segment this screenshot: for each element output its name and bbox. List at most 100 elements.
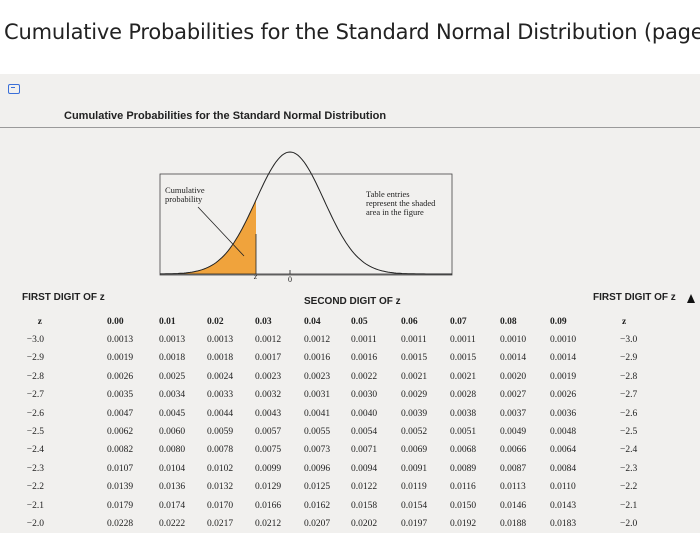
table-cell: 0.0174 bbox=[159, 500, 186, 511]
table-cell: 0.0202 bbox=[351, 519, 378, 529]
table-cell: 0.0023 bbox=[255, 371, 282, 382]
table-cell: 0.0158 bbox=[351, 500, 378, 511]
document-header: Cumulative Probabilities for the Standar… bbox=[64, 110, 387, 122]
table-cell: 0.0045 bbox=[159, 408, 186, 419]
row-z-right: −2.0 bbox=[620, 519, 638, 529]
table-cell: 0.0017 bbox=[255, 353, 282, 364]
table-cell: 0.0228 bbox=[107, 519, 134, 529]
column-header: 0.04 bbox=[304, 317, 321, 327]
table-cell: 0.0048 bbox=[550, 427, 577, 437]
table-cell: 0.0183 bbox=[550, 519, 577, 529]
table-cell: 0.0040 bbox=[351, 408, 378, 419]
table-cell: 0.0154 bbox=[401, 500, 428, 511]
column-header: 0.03 bbox=[255, 317, 272, 327]
table-cell: 0.0018 bbox=[207, 353, 234, 364]
row-z-left: −3.0 bbox=[26, 335, 44, 345]
table-cell: 0.0052 bbox=[401, 427, 428, 437]
table-cell: 0.0166 bbox=[255, 500, 282, 511]
table-cell: 0.0082 bbox=[107, 445, 134, 456]
table-cell: 0.0096 bbox=[304, 463, 331, 474]
page-title: Cumulative Probabilities for the Standar… bbox=[4, 20, 700, 44]
row-z-right: −2.7 bbox=[620, 390, 638, 401]
table-cell: 0.0162 bbox=[304, 500, 331, 511]
table-cell: 0.0020 bbox=[500, 371, 527, 382]
column-header: 0.00 bbox=[107, 317, 124, 327]
table-cell: 0.0080 bbox=[159, 445, 186, 456]
table-cell: 0.0059 bbox=[207, 427, 234, 437]
table-cell: 0.0091 bbox=[401, 463, 428, 474]
cumulative-label-line: Cumulative probability bbox=[165, 185, 205, 204]
table-cell: 0.0073 bbox=[304, 445, 331, 456]
row-z-left: −2.5 bbox=[26, 427, 44, 437]
row-z-right: −2.8 bbox=[620, 371, 638, 382]
normal-curve-figure bbox=[159, 151, 453, 276]
column-header: 0.06 bbox=[401, 317, 418, 327]
document-page: Cumulative Probabilities for the Standar… bbox=[0, 74, 700, 533]
table-cell: 0.0021 bbox=[401, 371, 428, 382]
table-cell: 0.0015 bbox=[401, 353, 428, 364]
row-z-left: −2.0 bbox=[26, 519, 44, 529]
table-cell: 0.0016 bbox=[351, 353, 378, 364]
table-cell: 0.0143 bbox=[550, 500, 577, 511]
table-cell: 0.0069 bbox=[401, 445, 428, 456]
table-cell: 0.0034 bbox=[159, 390, 186, 401]
row-z-right: −2.3 bbox=[620, 463, 638, 474]
table-cell: 0.0094 bbox=[351, 463, 378, 474]
table-cell: 0.0150 bbox=[450, 500, 477, 511]
table-cell: 0.0192 bbox=[450, 519, 477, 529]
table-cell: 0.0170 bbox=[207, 500, 234, 511]
table-cell: 0.0049 bbox=[500, 427, 527, 437]
table-cell: 0.0122 bbox=[351, 482, 378, 493]
table-cell: 0.0197 bbox=[401, 519, 428, 529]
table-cell: 0.0029 bbox=[401, 390, 428, 401]
table-cell: 0.0062 bbox=[107, 427, 134, 437]
table-cell: 0.0113 bbox=[500, 482, 526, 493]
row-z-left: −2.4 bbox=[26, 445, 44, 456]
table-cell: 0.0027 bbox=[500, 390, 527, 401]
table-cell: 0.0035 bbox=[107, 390, 134, 401]
table-cell: 0.0087 bbox=[500, 463, 527, 474]
table-cell: 0.0051 bbox=[450, 427, 477, 437]
table-cell: 0.0068 bbox=[450, 445, 477, 456]
row-z-left: −2.1 bbox=[26, 500, 44, 511]
table-cell: 0.0013 bbox=[159, 335, 186, 345]
table-cell: 0.0084 bbox=[550, 463, 577, 474]
table-cell: 0.0116 bbox=[450, 482, 476, 493]
table-cell: 0.0110 bbox=[550, 482, 576, 493]
column-header: 0.05 bbox=[351, 317, 368, 327]
table-cell: 0.0043 bbox=[255, 408, 282, 419]
table-cell: 0.0044 bbox=[207, 408, 234, 419]
table-cell: 0.0136 bbox=[159, 482, 186, 493]
table-entries-line: Table entries represent the shaded area … bbox=[366, 189, 436, 217]
table-cell: 0.0037 bbox=[500, 408, 527, 419]
axis-z-label: z bbox=[254, 272, 258, 281]
table-cell: 0.0028 bbox=[450, 390, 477, 401]
normal-curve bbox=[160, 151, 452, 275]
second-digit-label: SECOND DIGIT OF z bbox=[304, 296, 401, 307]
table-cell: 0.0032 bbox=[255, 390, 282, 401]
column-header: 0.01 bbox=[159, 317, 176, 327]
table-cell: 0.0078 bbox=[207, 445, 234, 456]
row-z-left: −2.2 bbox=[26, 482, 44, 493]
table-cell: 0.0060 bbox=[159, 427, 186, 437]
first-digit-label-left: FIRST DIGIT OF z bbox=[22, 292, 105, 303]
table-cell: 0.0015 bbox=[450, 353, 477, 364]
first-digit-label-right: FIRST DIGIT OF z bbox=[593, 292, 676, 303]
table-entries-label: Table entries represent the shaded area … bbox=[366, 190, 435, 217]
table-cell: 0.0026 bbox=[107, 371, 134, 382]
table-cell: 0.0089 bbox=[450, 463, 477, 474]
row-z-right: −3.0 bbox=[620, 335, 638, 345]
table-cell: 0.0012 bbox=[304, 335, 331, 345]
table-cell: 0.0019 bbox=[107, 353, 134, 364]
table-cell: 0.0099 bbox=[255, 463, 282, 474]
table-cell: 0.0011 bbox=[401, 335, 427, 345]
column-header: 0.08 bbox=[500, 317, 517, 327]
page-icon[interactable] bbox=[8, 84, 20, 94]
table-cell: 0.0054 bbox=[351, 427, 378, 437]
table-cell: 0.0024 bbox=[207, 371, 234, 382]
table-cell: 0.0018 bbox=[159, 353, 186, 364]
table-cell: 0.0146 bbox=[500, 500, 527, 511]
axis-zero-label: 0 bbox=[288, 275, 292, 284]
table-cell: 0.0033 bbox=[207, 390, 234, 401]
table-cell: 0.0038 bbox=[450, 408, 477, 419]
